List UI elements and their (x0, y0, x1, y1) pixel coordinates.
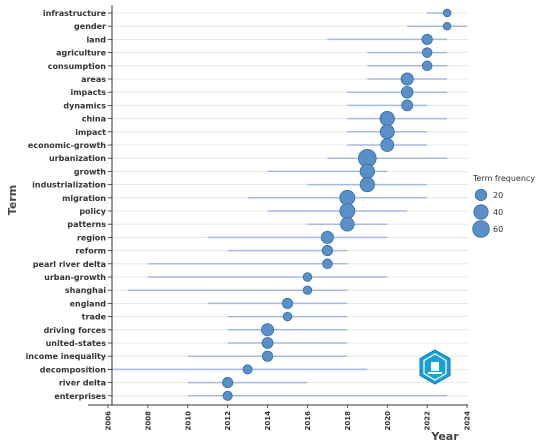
term-point (400, 72, 414, 86)
x-tick-label: 2010 (184, 411, 192, 431)
term-point (339, 189, 356, 206)
term-point (242, 364, 253, 375)
term-point (379, 124, 395, 140)
term-label: policy (79, 207, 106, 216)
term-label: gender (74, 22, 106, 31)
term-label: urbanization (49, 154, 106, 163)
x-tick-label: 2008 (144, 411, 152, 431)
term-point (261, 323, 275, 337)
term-point (442, 21, 452, 31)
term-label: land (86, 35, 106, 44)
x-tick-label: 2020 (384, 411, 392, 431)
term-point (442, 8, 452, 18)
term-label: england (70, 299, 107, 308)
term-label: areas (81, 75, 106, 84)
logo-badge (419, 349, 451, 385)
term-label: consumption (48, 62, 107, 71)
legend-label: 60 (493, 225, 503, 234)
term-point (421, 60, 433, 72)
x-tick-label: 2018 (344, 411, 352, 431)
term-label: driving forces (44, 326, 107, 335)
term-point (400, 85, 414, 99)
y-axis-title: Term (6, 185, 19, 215)
term-point (261, 350, 274, 362)
term-label: dynamics (63, 101, 106, 110)
term-point (421, 47, 433, 58)
term-label: income inequality (26, 352, 107, 361)
term-label: migration (62, 194, 106, 203)
term-label: growth (74, 167, 106, 176)
x-tick-label: 2022 (424, 411, 432, 431)
term-labels: infrastructure gender land agriculture consu… (26, 9, 112, 401)
term-point (421, 33, 433, 45)
legend-items: 20 40 60 (472, 188, 503, 238)
term-label: impacts (70, 88, 106, 97)
x-axis-title: Year (430, 430, 459, 443)
term-point (322, 258, 333, 270)
legend-circle (474, 188, 488, 202)
legend-label: 40 (493, 208, 503, 217)
x-tick-label: 2014 (264, 411, 272, 431)
term-point (222, 390, 233, 401)
term-point (281, 297, 294, 309)
range-layer (107, 12, 468, 397)
legend-title: Term frequency (472, 174, 535, 183)
term-label: industrialization (32, 181, 106, 190)
term-point (359, 163, 375, 179)
term-point (222, 377, 234, 389)
term-label: economic-growth (28, 141, 106, 150)
term-point (320, 230, 334, 244)
term-label: decomposition (40, 365, 107, 374)
term-label: urban-growth (44, 273, 106, 282)
x-tick-label: 2016 (304, 411, 312, 431)
legend-circle (472, 220, 490, 238)
term-point (302, 272, 313, 282)
term-label: infrastructure (43, 9, 107, 18)
term-label: river delta (59, 379, 106, 388)
term-point (380, 138, 395, 152)
legend-circle (473, 204, 489, 220)
x-tick-label: 2012 (224, 411, 232, 431)
term-label: agriculture (56, 49, 106, 58)
term-label: united-states (46, 339, 107, 348)
term-label: reform (75, 247, 106, 256)
term-label: impact (75, 128, 106, 137)
grid-layer (88, 12, 468, 397)
legend: Term frequency 20 40 60 (472, 174, 535, 238)
term-label: pearl river delta (33, 260, 106, 269)
term-label: trade (82, 313, 107, 322)
term-label: china (82, 115, 106, 124)
x-tick-label: 2024 (464, 411, 472, 431)
logo-base-icon (428, 372, 442, 374)
term-point (401, 99, 414, 112)
term-point (321, 245, 333, 257)
term-point (339, 203, 356, 219)
logo-figure-icon (431, 362, 439, 371)
term-point (359, 177, 375, 193)
term-point (282, 311, 293, 322)
point-layer (222, 8, 452, 401)
term-point (302, 285, 313, 295)
term-label: enterprises (54, 392, 106, 401)
x-tick-labels: 2006 2008 2010 2012 2014 2016 2018 2020 2022 2024 (104, 405, 472, 431)
term-point (340, 216, 355, 232)
term-label: region (77, 233, 106, 242)
logo-inner-hexagon-icon (423, 353, 447, 381)
term-label: shanghai (65, 286, 106, 295)
x-tick-label: 2006 (104, 411, 112, 431)
legend-label: 20 (493, 191, 503, 200)
term-label: patterns (67, 220, 106, 229)
term-point (379, 111, 395, 127)
term-point (261, 337, 274, 349)
